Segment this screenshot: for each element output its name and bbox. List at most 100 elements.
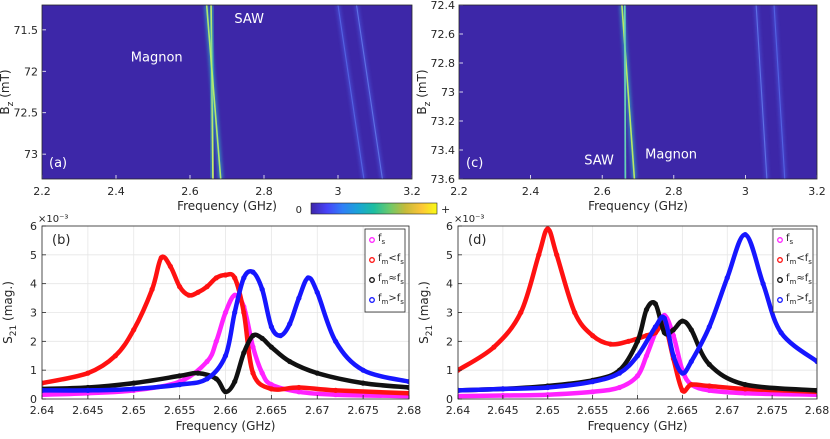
legend-label-main: f <box>378 253 382 264</box>
data-point <box>652 324 659 330</box>
legend-label-sub: s <box>382 238 386 246</box>
mode-line-magnon <box>205 5 222 179</box>
data-point <box>679 318 686 324</box>
data-point <box>491 344 497 350</box>
legend-marker <box>777 237 783 243</box>
y-tick-label: 4 <box>30 278 37 291</box>
data-point <box>742 390 748 396</box>
legend-label-main: f <box>786 253 790 264</box>
data-point <box>158 255 164 261</box>
x-tick-label: 2.665 <box>667 404 699 417</box>
y-tick-label: 6 <box>446 220 453 233</box>
y-tick-label: 5 <box>30 249 37 262</box>
data-point <box>545 384 551 391</box>
data-point <box>177 373 183 379</box>
data-point <box>296 384 302 391</box>
data-point <box>195 370 201 376</box>
y-axis-label-sub: z <box>6 101 16 106</box>
colorbar-gradient <box>310 202 438 215</box>
legend-label-main: f <box>786 293 790 304</box>
data-point <box>634 373 641 379</box>
legend-label-main: f <box>786 273 790 284</box>
x-tick-label: 2.655 <box>577 404 609 417</box>
legend-entry: fm≈fs <box>378 273 404 286</box>
data-point <box>204 358 210 365</box>
heatmap-modes <box>619 5 787 179</box>
x-tick-label: 3.2 <box>808 185 826 198</box>
data-point <box>232 309 238 316</box>
annotation-magnon: Magnon <box>645 148 697 163</box>
x-tick-label: 2.65 <box>536 404 561 417</box>
y-axis-label: S21 (mag.) <box>1 281 19 344</box>
data-point <box>406 384 409 391</box>
legend-label-rel: < <box>388 253 396 264</box>
y-axis-label-rest: (mag.) <box>1 281 15 325</box>
data-point <box>314 370 320 376</box>
y-axis-label-rest: (mT) <box>0 69 12 101</box>
mode-line-mode-3 <box>337 5 365 179</box>
data-point <box>277 333 284 339</box>
data-point <box>177 284 183 290</box>
data-point <box>536 252 542 258</box>
x-tick-label: 2.6 <box>181 185 199 198</box>
data-point <box>670 353 677 359</box>
y-axis-label-sub: z <box>423 101 433 106</box>
y-tick-label: 71.5 <box>14 24 39 37</box>
data-point <box>296 389 302 395</box>
legend-label-f: f <box>805 273 809 284</box>
heatmap-panel-a: 2.2 2.4 2.6 2.8 3 3.2 71.5 72 72.5 73 (a) Magnon SAW… <box>0 4 421 213</box>
x-tick-label: 2.66 <box>625 404 650 417</box>
x-tick-label: 2.645 <box>72 404 104 417</box>
series-trace-2 <box>42 332 409 395</box>
legend-label-main: f <box>378 293 382 304</box>
y-axis-label-rest: (mT) <box>415 69 429 101</box>
legend-label-tail: s <box>400 278 404 286</box>
data-point <box>250 269 256 275</box>
data-point <box>545 392 551 398</box>
data-point <box>222 389 229 395</box>
y-tick-label: 2 <box>446 335 453 348</box>
data-point <box>177 382 183 388</box>
data-point <box>634 338 641 344</box>
x-tick-label: 2.4 <box>522 185 540 198</box>
x-tick-label: 2.665 <box>256 404 288 417</box>
data-point <box>724 275 730 281</box>
x-tick-label: 2.2 <box>33 185 51 198</box>
data-point <box>706 387 712 393</box>
data-point <box>259 286 265 292</box>
spectrum-panel-b: 2.64 2.645 2.65 2.655 2.66 2.665 2.67 2.675 2.68… <box>1 214 421 433</box>
data-point <box>814 358 817 365</box>
plot-frame <box>457 225 818 400</box>
legend-marker <box>369 237 375 243</box>
x-tick-label: 2.655 <box>164 404 196 417</box>
legend-label-sub: m <box>382 258 389 266</box>
data-point <box>287 358 293 365</box>
series-group <box>42 254 409 399</box>
data-point <box>250 344 256 350</box>
data-point <box>195 289 201 295</box>
data-point <box>670 333 677 339</box>
panel-label: (a) <box>49 156 67 171</box>
y-tick-label: 73 <box>24 148 38 161</box>
data-point <box>590 333 596 339</box>
data-point <box>679 370 686 376</box>
data-point <box>213 275 219 281</box>
plot-frame <box>41 4 413 180</box>
annotation-saw: SAW <box>234 12 264 27</box>
data-point <box>333 392 339 398</box>
legend-label-sub: m <box>790 258 797 266</box>
y-axis-label-main: S <box>1 336 15 344</box>
x-tick-label: 2.68 <box>397 404 422 417</box>
y-tick-label: 73 <box>441 86 455 99</box>
x-tick-label: 2.4 <box>107 185 125 198</box>
legend-label-rel: ≈ <box>796 273 804 284</box>
y-tick-label: 72.4 <box>431 0 456 12</box>
legend-marker <box>777 297 783 303</box>
data-point <box>222 309 229 316</box>
x-tick-label: 2.675 <box>347 404 379 417</box>
y-tick-label: 2 <box>30 335 37 348</box>
data-point <box>268 382 274 388</box>
data-point <box>760 281 766 287</box>
data-point <box>616 370 623 376</box>
